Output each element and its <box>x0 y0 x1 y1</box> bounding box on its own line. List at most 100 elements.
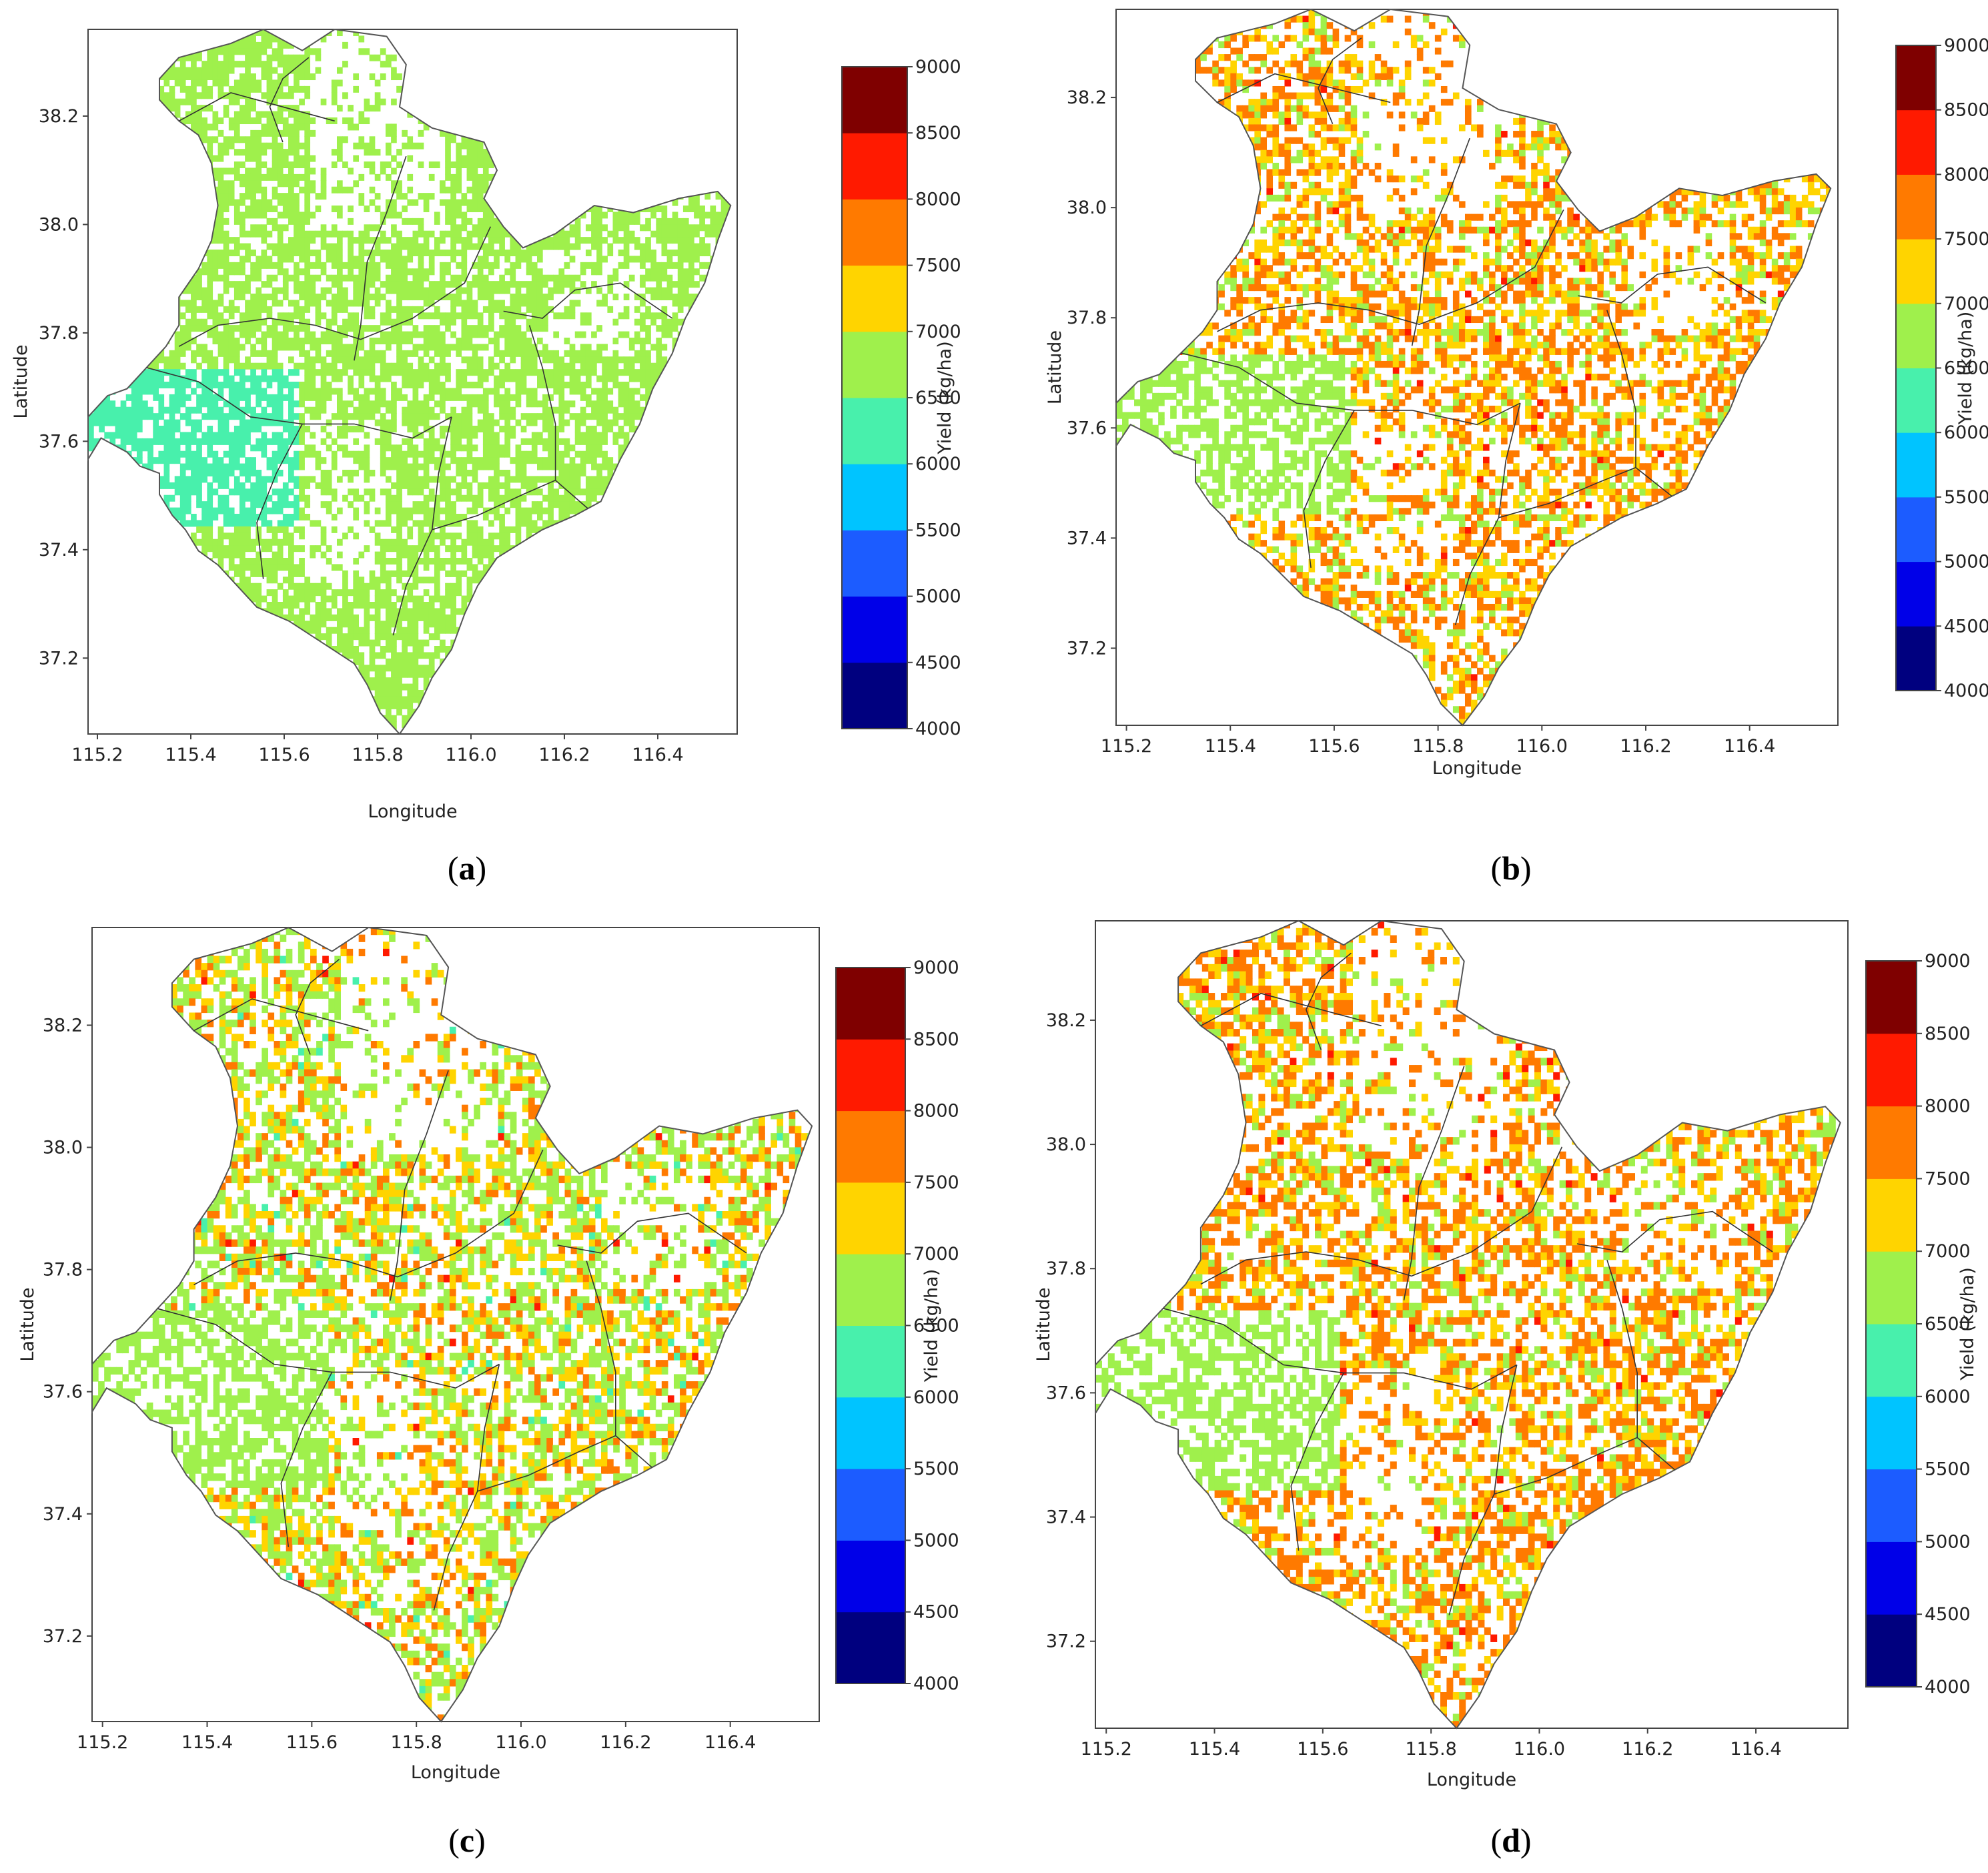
yield-cell <box>369 256 376 263</box>
yield-cell <box>418 400 424 408</box>
yield-cell <box>212 375 219 382</box>
yield-cell <box>536 300 543 307</box>
yield-cell <box>223 325 229 332</box>
yield-cell <box>482 287 489 294</box>
yield-cell <box>245 338 251 345</box>
yield-cell <box>353 369 360 376</box>
yield-cell <box>466 149 473 156</box>
yield-cell <box>666 256 673 263</box>
yield-cell <box>256 338 262 345</box>
yield-cell <box>569 413 576 420</box>
yield-cell <box>374 325 381 332</box>
yield-cell <box>261 250 268 257</box>
yield-cell <box>294 85 300 93</box>
yield-cell <box>239 85 245 93</box>
yield-cell <box>591 212 597 219</box>
yield-cell <box>239 243 245 250</box>
yield-cell <box>699 206 705 213</box>
yield-cell <box>228 41 235 49</box>
yield-cell <box>418 281 424 288</box>
yield-cell <box>310 356 316 364</box>
yield-cell <box>282 287 289 294</box>
yield-cell <box>466 362 473 370</box>
yield-cell <box>618 382 624 389</box>
yield-cell <box>607 406 614 414</box>
yield-cell <box>623 362 630 370</box>
yield-cell <box>407 419 414 426</box>
yield-cell <box>272 243 278 250</box>
yield-cell <box>207 92 213 99</box>
yield-cell <box>272 350 278 357</box>
yield-cell <box>277 413 284 420</box>
yield-cell <box>672 224 678 232</box>
yield-cell <box>294 212 300 219</box>
yield-cell <box>374 287 381 294</box>
yield-cell <box>520 338 527 345</box>
yield-cell <box>304 243 311 250</box>
yield-cell <box>207 123 213 131</box>
yield-cell <box>466 300 473 307</box>
yield-cell <box>477 237 484 244</box>
yield-cell <box>704 212 711 219</box>
yield-cell <box>461 375 468 382</box>
yield-cell <box>396 193 402 200</box>
yield-cell <box>580 318 586 326</box>
yield-cell <box>391 67 397 74</box>
yield-cell <box>542 426 548 433</box>
yield-cell <box>212 67 219 74</box>
yield-cell <box>196 92 202 99</box>
yield-cell <box>239 294 245 301</box>
yield-cell <box>612 350 619 357</box>
yield-cell <box>531 306 538 313</box>
yield-cell <box>720 206 727 213</box>
yield-cell <box>358 375 365 382</box>
yield-cell <box>304 256 311 263</box>
yield-cell <box>191 61 197 68</box>
yield-cell <box>196 294 202 301</box>
yield-cell <box>196 111 202 118</box>
yield-cell <box>217 274 224 282</box>
yield-cell <box>169 92 175 99</box>
yield-cell <box>688 224 694 232</box>
yield-cell <box>179 344 186 351</box>
yield-cell <box>618 237 624 244</box>
yield-cell <box>385 281 392 288</box>
yield-cell <box>233 237 240 244</box>
yield-cell <box>580 237 586 244</box>
yield-cell <box>591 406 597 414</box>
yield-cell <box>374 338 381 345</box>
yield-cell <box>450 394 456 401</box>
yield-cell <box>569 287 576 294</box>
yield-cell <box>510 331 516 338</box>
yield-cell <box>569 256 576 263</box>
yield-cell <box>217 388 224 395</box>
yield-cell <box>331 413 338 420</box>
yield-cell <box>536 338 543 345</box>
yield-cell <box>320 243 327 250</box>
yield-cell <box>326 274 332 282</box>
yield-cell <box>277 388 284 395</box>
yield-cell <box>304 67 311 74</box>
yield-cell <box>407 243 414 250</box>
yield-cell <box>504 312 511 320</box>
yield-cell <box>228 268 235 276</box>
yield-cell <box>423 199 430 206</box>
yield-cell <box>412 388 419 395</box>
yield-cell <box>336 268 343 276</box>
yield-cell <box>402 331 408 338</box>
yield-cell <box>191 117 197 125</box>
yield-cell <box>407 268 414 276</box>
yield-cell <box>450 199 456 206</box>
yield-cell <box>477 218 484 225</box>
yield-cell <box>304 331 311 338</box>
yield-cell <box>364 394 370 401</box>
yield-cell <box>353 356 360 364</box>
yield-cell <box>531 300 538 307</box>
yield-cell <box>515 306 522 313</box>
yield-cell <box>288 161 294 169</box>
yield-cell <box>239 325 245 332</box>
yield-cell <box>607 274 614 282</box>
yield-cell <box>656 325 662 332</box>
yield-cell <box>672 218 678 225</box>
yield-cell <box>407 155 414 162</box>
